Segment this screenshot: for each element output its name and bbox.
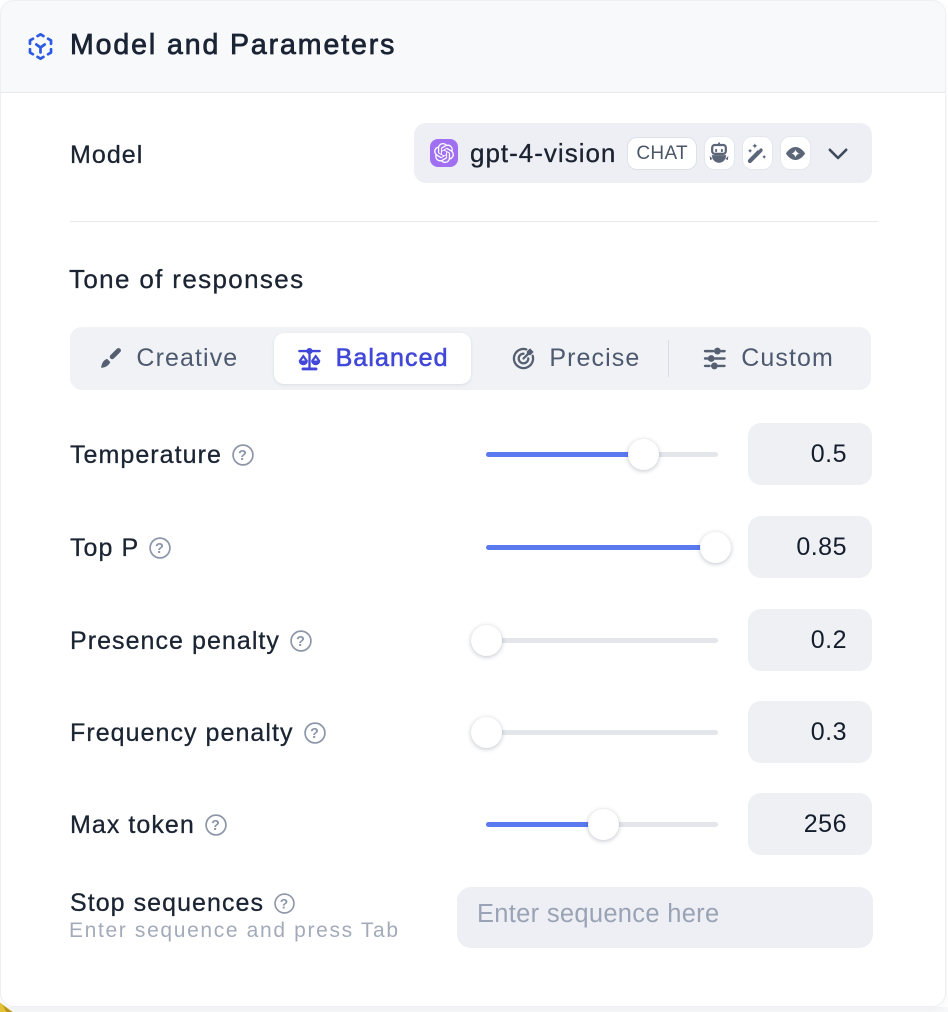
- svg-text:?: ?: [211, 818, 221, 834]
- svg-text:?: ?: [296, 634, 306, 650]
- svg-text:?: ?: [238, 448, 248, 464]
- svg-text:?: ?: [155, 541, 165, 557]
- svg-text:?: ?: [310, 726, 320, 742]
- svg-text:?: ?: [280, 895, 289, 911]
